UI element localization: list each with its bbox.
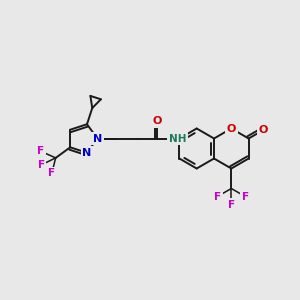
Text: F: F	[242, 191, 249, 202]
Text: F: F	[228, 200, 235, 209]
Text: N: N	[82, 148, 91, 158]
Text: N: N	[93, 134, 102, 143]
Text: O: O	[226, 124, 236, 134]
Text: F: F	[38, 146, 45, 156]
Text: O: O	[153, 116, 162, 127]
Text: F: F	[48, 168, 56, 178]
Text: NH: NH	[169, 134, 186, 143]
Text: O: O	[259, 125, 268, 135]
Text: F: F	[38, 160, 45, 170]
Text: F: F	[214, 191, 221, 202]
